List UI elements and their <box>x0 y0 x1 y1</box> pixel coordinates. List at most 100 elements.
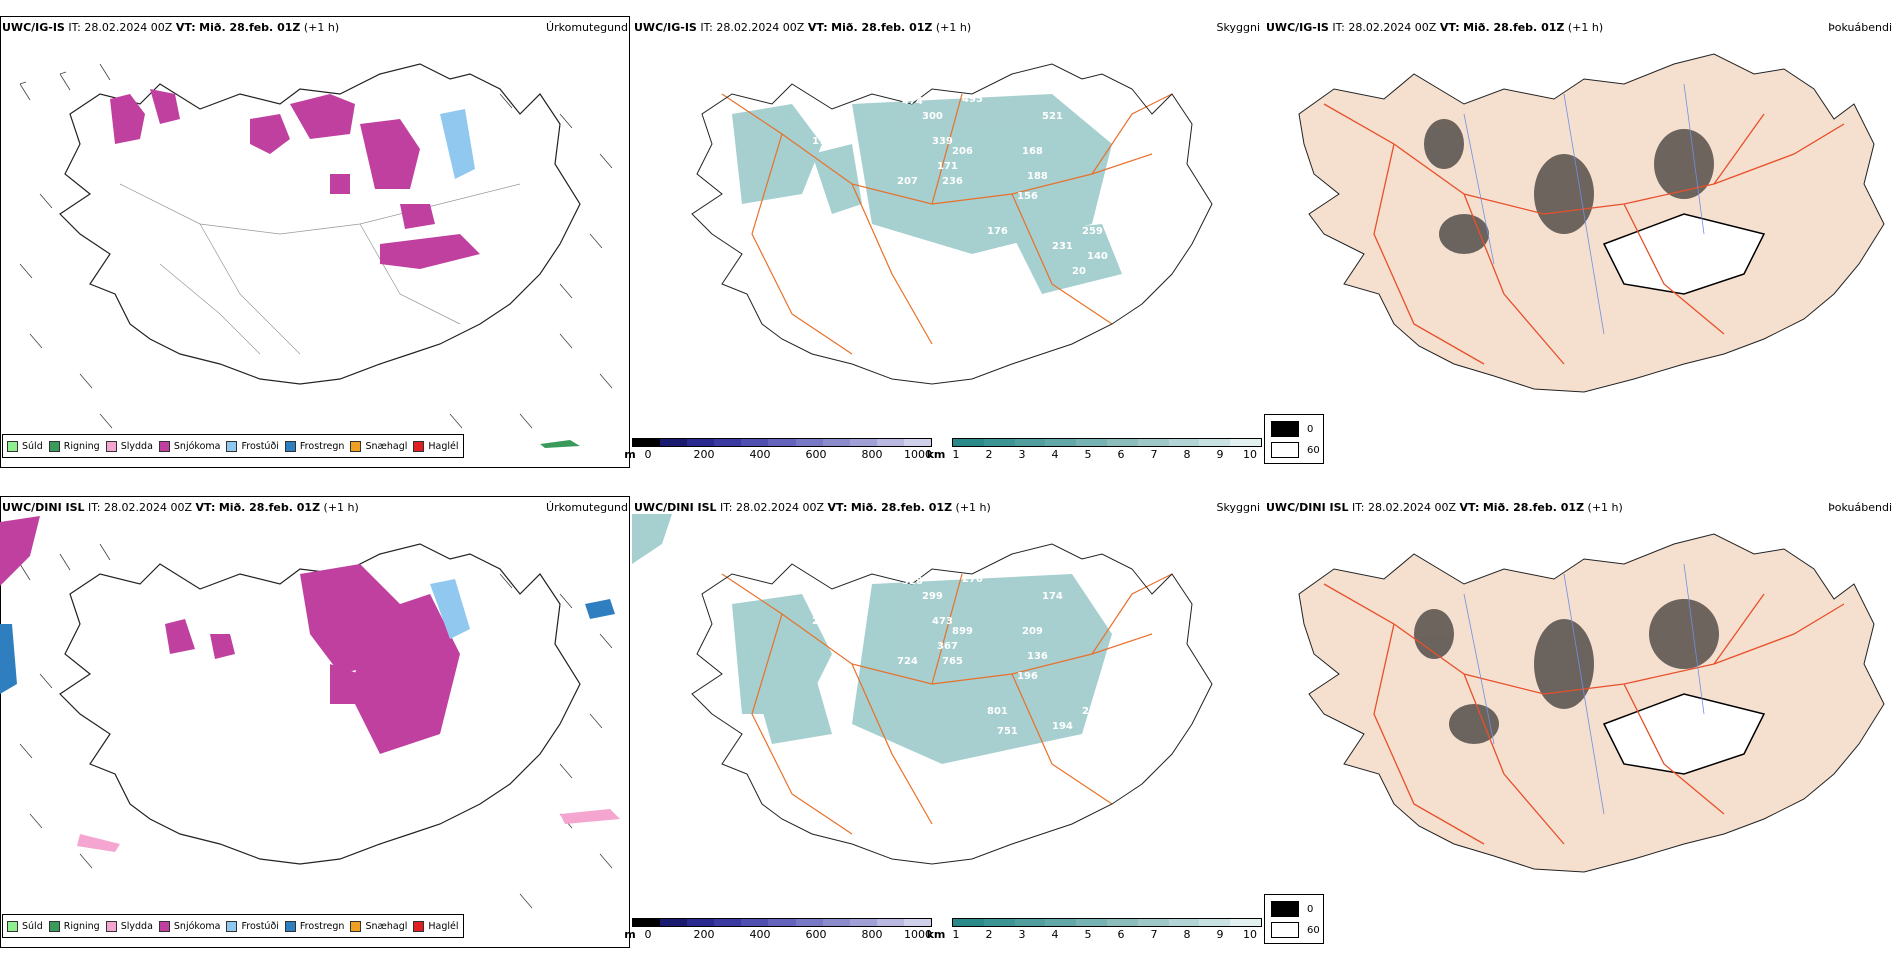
lead-time: (+1 h) <box>1587 501 1623 514</box>
height-unit: m <box>624 928 636 941</box>
precip-map <box>19 63 613 448</box>
fog-shading <box>1414 599 1719 744</box>
height-colorbar: m 0 200 400 600 800 1000 <box>624 918 932 948</box>
panel-frame <box>0 16 630 468</box>
panel-header: UWC/IG-IS IT: 28.02.2024 00Z VT: Mið. 28… <box>634 21 971 34</box>
visibility-label: 340 <box>932 571 953 582</box>
rivers <box>1463 83 1705 335</box>
freezing-drizzle-areas <box>440 109 475 179</box>
vt-label: VT: <box>807 21 828 34</box>
vis-tick: 6 <box>1117 928 1125 941</box>
legend-item: Snjókoma <box>158 440 220 452</box>
visibility-label: 170 <box>812 136 833 147</box>
legend-item: Haglél <box>413 440 459 452</box>
fog-legend-item: 0 <box>1271 421 1313 437</box>
lead-time: (+1 h) <box>935 21 972 34</box>
legend-item: Snæhagl <box>350 440 407 452</box>
panel-header: UWC/DINI ISL IT: 28.02.2024 00Z VT: Mið.… <box>634 501 991 514</box>
it-label: IT: <box>1332 21 1345 34</box>
legend-item: Slydda <box>105 920 153 932</box>
visibility-label: 231 <box>1052 241 1073 252</box>
iceland-outline <box>691 63 1213 385</box>
visibility-label: 168 <box>1022 146 1043 157</box>
visibility-label: 91 <box>917 366 931 377</box>
it-value: 28.02.2024 00Z <box>104 501 193 514</box>
panel-header: UWC/IG-IS IT: 28.02.2024 00Z VT: Mið. 28… <box>1266 21 1603 34</box>
rivers <box>1463 563 1705 815</box>
visibility-label: 212 <box>812 616 833 627</box>
visibility-label: 583 <box>932 91 953 102</box>
legend-item: Frostúði <box>226 920 279 932</box>
it-value: 28.02.2024 00Z <box>1368 501 1457 514</box>
vis-tick: 6 <box>1117 448 1125 461</box>
visibility-label: 339 <box>932 136 953 147</box>
height-tick: 400 <box>749 928 771 941</box>
it-label: IT: <box>720 501 733 514</box>
vt-value: Mið. 28.feb. 01Z <box>218 501 321 514</box>
visibility-label: 259 <box>1082 226 1103 237</box>
visibility-label: 206 <box>952 146 973 157</box>
vis-tick: 10 <box>1243 928 1257 941</box>
legend-item: Súld <box>7 440 43 452</box>
visibility-label: 473 <box>932 616 953 627</box>
height-tick: 200 <box>693 928 715 941</box>
visibility-panel-top: UWC/IG-IS IT: 28.02.2024 00Z VT: Mið. 28… <box>624 10 1264 480</box>
drizzle-coast-patch <box>0 516 40 586</box>
it-value: 28.02.2024 00Z <box>84 21 173 34</box>
iceland-outline <box>59 543 581 865</box>
visibility-label: 276 <box>962 574 983 585</box>
visibility-label: 188 <box>1027 171 1048 182</box>
precip-type-panel-bottom: UWC/DINI ISL IT: 28.02.2024 00Z VT: Mið.… <box>0 490 632 960</box>
it-label: IT: <box>1352 501 1365 514</box>
height-tick: 0 <box>644 928 652 941</box>
model-name: UWC/DINI ISL <box>634 501 717 514</box>
model-name: UWC/IG-IS <box>1266 21 1329 34</box>
legend-item: Snjókoma <box>158 920 220 932</box>
height-tick: 200 <box>693 448 715 461</box>
panel-header: UWC/DINI ISL IT: 28.02.2024 00Z VT: Mið.… <box>2 501 359 514</box>
visibility-label: 899 <box>952 626 973 637</box>
vt-value: Mið. 28.feb. 01Z <box>1482 501 1585 514</box>
vis-tick: 2 <box>985 928 993 941</box>
vt-label: VT: <box>195 501 216 514</box>
visibility-label: 207 <box>897 176 918 187</box>
vis-tick: 7 <box>1150 448 1158 461</box>
visibility-unit: km <box>926 928 946 941</box>
visibility-label: 751 <box>997 726 1018 737</box>
vis-tick: 5 <box>1084 448 1092 461</box>
road-network <box>1323 103 1845 365</box>
visibility-label: 236 <box>942 176 963 187</box>
road-network <box>721 573 1173 835</box>
precip-type-panel-top: UWC/IG-IS IT: 28.02.2024 00Z VT: Mið. 28… <box>0 10 632 480</box>
height-tick: 400 <box>749 448 771 461</box>
visibility-label: 501 <box>767 316 788 327</box>
lead-time: (+1 h) <box>1567 21 1604 34</box>
vt-value: Mið. 28.feb. 01Z <box>831 21 933 34</box>
fog-index-map <box>1298 533 1885 873</box>
height-tick: 800 <box>861 928 883 941</box>
visibility-label: 176 <box>987 226 1008 237</box>
vis-tick: 9 <box>1216 448 1224 461</box>
freezing-drizzle-areas <box>430 579 470 639</box>
iceland-land <box>1298 53 1885 393</box>
vis-tick: 8 <box>1183 928 1191 941</box>
fog-index-panel-bottom: UWC/DINI ISL IT: 28.02.2024 00Z VT: Mið.… <box>1264 490 1896 960</box>
it-label: IT: <box>68 21 81 34</box>
visibility-colorbar: km 1 2 3 4 5 6 7 8 9 10 <box>927 438 1262 468</box>
vis-tick: 5 <box>1084 928 1092 941</box>
visibility-colorbar: km 1 2 3 4 5 6 7 8 9 10 <box>927 918 1262 948</box>
lead-time: (+1 h) <box>303 21 340 34</box>
fog-legend-item: 0 <box>1271 901 1313 917</box>
fog-legend-item: 60 <box>1271 442 1320 458</box>
visibility-fog-areas <box>632 514 1112 764</box>
precip-legend: Súld Rigning Slydda Snjókoma Frostúði Fr… <box>2 434 464 458</box>
legend-item: Haglél <box>413 920 459 932</box>
visibility-label: 171 <box>937 161 958 172</box>
legend-item: Súld <box>7 920 43 932</box>
visibility-label: 175 <box>997 246 1018 257</box>
vis-tick: 3 <box>1018 928 1026 941</box>
legend-item: Frostúði <box>226 440 279 452</box>
